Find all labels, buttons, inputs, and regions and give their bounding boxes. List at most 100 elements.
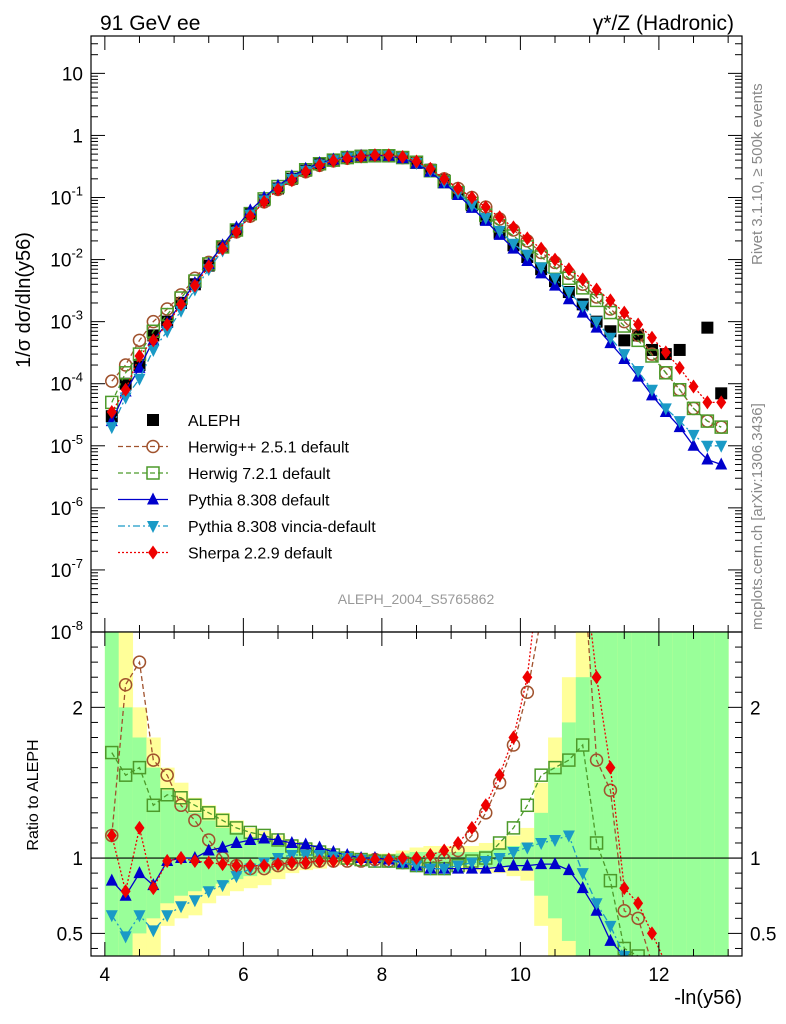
title-left: 91 GeV ee (100, 12, 200, 35)
legend-label: Sherpa 2.2.9 default (188, 546, 333, 563)
data-point (702, 395, 713, 410)
data-point (715, 457, 728, 470)
data-point (146, 314, 161, 329)
ratio-point (229, 821, 244, 835)
data-point (701, 440, 714, 453)
data-point (466, 190, 477, 205)
data-point (714, 420, 728, 434)
data-point (133, 360, 146, 373)
band-green (118, 707, 134, 956)
x-axis-label: -ln(y56) (674, 987, 742, 1009)
data-point (550, 252, 561, 267)
ratio-point (230, 835, 243, 848)
ratio-point (452, 860, 465, 873)
y-axis-label-ratio: Ratio to ALEPH (25, 739, 42, 850)
band-green (700, 632, 715, 956)
data-point (383, 148, 394, 163)
ratio-ytick-label-right: 1 (750, 849, 761, 870)
data-point (590, 316, 603, 329)
ratio-point (410, 860, 423, 873)
data-point (439, 171, 450, 186)
y-axis-label-main: 1/σ dσ/dln(y56) (13, 232, 35, 368)
data-point (148, 333, 159, 348)
xtick-label: 12 (648, 965, 669, 986)
data-point (286, 173, 297, 188)
ratio-point (188, 798, 202, 813)
main-ytick-label: 10-5 (50, 432, 83, 458)
ratio-point (216, 880, 229, 893)
legend-label: ALEPH (188, 413, 240, 430)
ratio-ytick-label-right: 2 (750, 698, 761, 719)
ratio-point (132, 655, 147, 669)
data-point (714, 420, 728, 434)
mcplots-label: mcplots.cern.ch [arXiv:1306.3436] (749, 403, 766, 630)
ratio-point (146, 798, 161, 813)
ratio-point (411, 851, 422, 866)
series-herwig-7-2-1-default (105, 149, 728, 434)
ratio-point (562, 863, 575, 876)
ratio-point (633, 896, 644, 911)
ratio-point (603, 783, 618, 797)
ratio-point (465, 857, 478, 870)
ratio-point (631, 949, 645, 956)
ratio-point (342, 852, 353, 867)
legend-item: Pythia 8.308 vincia-default (118, 519, 376, 536)
series-herwig-2-5-1-default (105, 149, 728, 434)
ratio-point (631, 911, 645, 926)
ratio-ytick-label: 1 (72, 849, 83, 870)
data-point (522, 231, 533, 246)
data-point (687, 429, 700, 442)
ratio-point (216, 840, 229, 853)
legend-item: Sherpa 2.2.9 default (118, 545, 333, 563)
ratio-point (508, 730, 519, 745)
legend-item: ALEPH (147, 413, 240, 430)
ratio-point (328, 854, 339, 869)
ratio-point (162, 854, 173, 869)
data-point (701, 321, 714, 334)
ratio-ytick-label: 2 (72, 698, 83, 719)
data-point (314, 158, 325, 173)
ratio-point (356, 852, 367, 867)
ratio-point (522, 670, 533, 685)
ratio-point (148, 881, 159, 896)
ratio-axis-label-text: Ratio to ALEPH (25, 739, 42, 850)
data-point (536, 241, 547, 256)
ratio-point (201, 806, 216, 820)
data-point (549, 273, 562, 286)
legend-label: Herwig 7.2.1 default (188, 466, 331, 483)
data-point (203, 259, 214, 274)
legend-item: Herwig 7.2.1 default (118, 466, 331, 483)
ratio-point (535, 857, 548, 870)
data-point (397, 149, 408, 164)
rivet-label: Rivet 3.1.10, ≥ 500k events (749, 83, 766, 265)
ratio-point (120, 884, 131, 899)
ratio-point (147, 925, 160, 938)
y-axis-label-text: 1/σ dσ/dln(y56) (13, 232, 35, 368)
ratio-point (272, 857, 283, 872)
ratio-point (604, 920, 617, 933)
xtick-label: 6 (238, 965, 249, 986)
ratio-point (188, 813, 202, 828)
ratio-point (438, 863, 451, 876)
data-point (673, 416, 686, 429)
ratio-point (188, 895, 201, 908)
ratio-point (453, 835, 464, 850)
data-point (369, 148, 380, 163)
data-point (686, 401, 701, 416)
ratio-point (479, 856, 492, 869)
ratio-point (174, 791, 188, 805)
ratio-ytick-label-right: 0.5 (750, 924, 776, 945)
ratio-point (590, 898, 603, 911)
data-point (672, 382, 687, 397)
data-point (715, 387, 728, 400)
band-green (658, 632, 674, 956)
ratio-point (576, 868, 589, 881)
data-point (591, 282, 602, 297)
band-green (714, 632, 729, 956)
ratio-point (494, 768, 505, 783)
series-line (111, 155, 722, 428)
ratio-point (617, 904, 632, 918)
ratio-point (605, 760, 616, 775)
data-point (507, 238, 520, 251)
